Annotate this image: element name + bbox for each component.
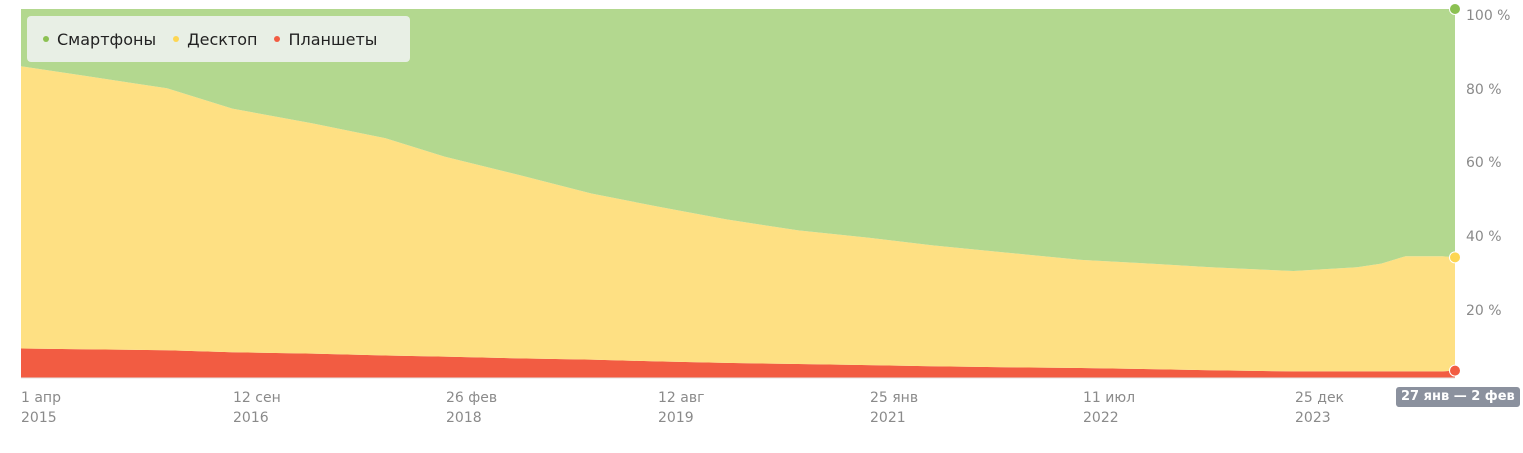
legend-label-smartphones: Смартфоны — [57, 29, 157, 49]
legend-dot-smartphones — [43, 36, 49, 42]
legend-dot-tablets — [274, 36, 281, 42]
legend-item-smartphones[interactable]: Смартфоны — [43, 30, 156, 49]
legend-label-tablets: Планшеты — [288, 29, 378, 49]
legend-item-desktop[interactable]: Десктоп — [173, 30, 257, 49]
y-tick-label: 100 % — [1466, 8, 1511, 24]
x-tick-label: 25 дек 2023 — [1295, 388, 1344, 428]
x-tick-day: 25 янв — [870, 390, 919, 406]
series-end-marker — [1449, 251, 1461, 264]
y-tick-label: 20 % — [1466, 303, 1502, 319]
x-tick-year: 2021 — [870, 410, 906, 426]
area-series — [21, 66, 1455, 372]
x-tick-day: 25 дек — [1295, 390, 1345, 406]
y-tick-label: 80 % — [1466, 82, 1502, 98]
x-tick-label: 12 сен 2016 — [233, 388, 281, 428]
legend-item-tablets[interactable]: Планшеты — [274, 30, 377, 49]
x-tick-day: 11 июл — [1083, 390, 1136, 406]
x-tick-year: 2022 — [1083, 410, 1119, 426]
x-tick-label: 12 авг 2019 — [658, 388, 704, 428]
x-tick-year: 2018 — [446, 410, 482, 426]
x-tick-day: 1 апр — [21, 390, 61, 406]
x-tick-day: 12 авг — [658, 390, 705, 406]
x-tick-year: 2016 — [233, 410, 269, 426]
x-tick-year: 2019 — [658, 410, 694, 426]
area-series — [21, 348, 1455, 378]
x-tick-label: 1 апр 2015 — [21, 388, 61, 428]
legend-dot-desktop — [173, 36, 180, 42]
end-markers — [1449, 3, 1461, 377]
legend: Смартфоны Десктоп Планшеты — [27, 16, 410, 62]
x-tick-label: 26 фев 2018 — [446, 388, 497, 428]
chart-areas — [21, 9, 1455, 378]
x-tick-day: 12 сен — [233, 390, 281, 406]
y-tick-label: 40 % — [1466, 229, 1502, 245]
legend-label-desktop: Десктоп — [187, 29, 258, 49]
series-end-marker — [1449, 3, 1461, 15]
y-tick-label: 60 % — [1466, 155, 1502, 171]
date-range-badge[interactable]: 27 янв — 2 фев — [1396, 387, 1520, 407]
area-series — [21, 9, 1455, 271]
x-tick-label: 25 янв 2021 — [870, 388, 918, 428]
series-end-marker — [1449, 364, 1461, 377]
x-tick-year: 2015 — [21, 410, 57, 426]
x-tick-label: 11 июл 2022 — [1083, 388, 1135, 428]
x-tick-year: 2023 — [1295, 410, 1331, 426]
x-tick-day: 26 фев — [446, 390, 498, 406]
